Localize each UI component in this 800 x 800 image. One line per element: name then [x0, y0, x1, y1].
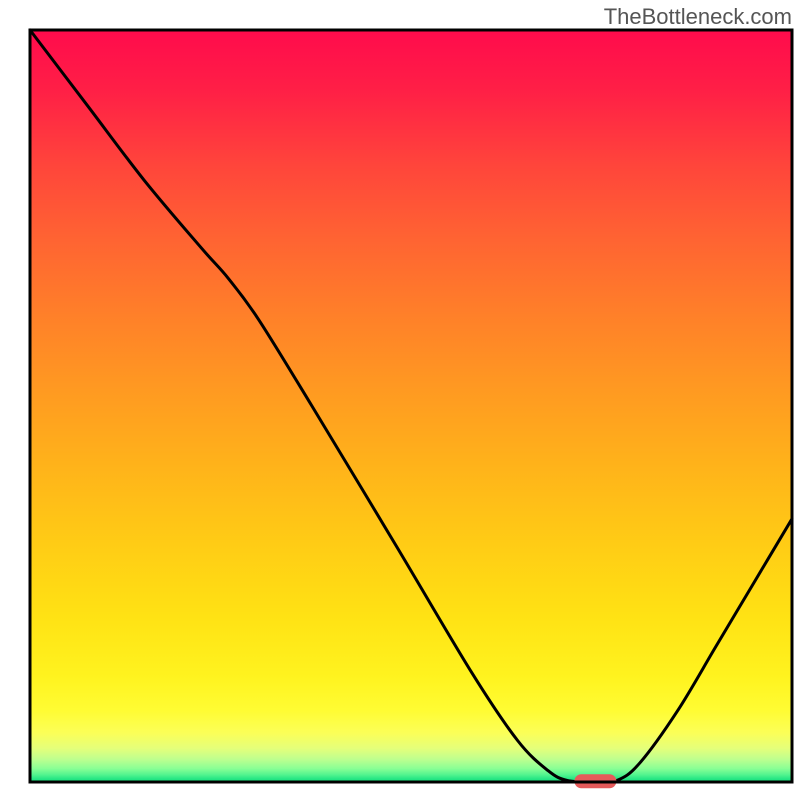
chart-background	[30, 30, 792, 782]
attribution-text: TheBottleneck.com	[604, 4, 792, 30]
chart-svg	[0, 0, 800, 800]
bottleneck-chart	[0, 0, 800, 800]
